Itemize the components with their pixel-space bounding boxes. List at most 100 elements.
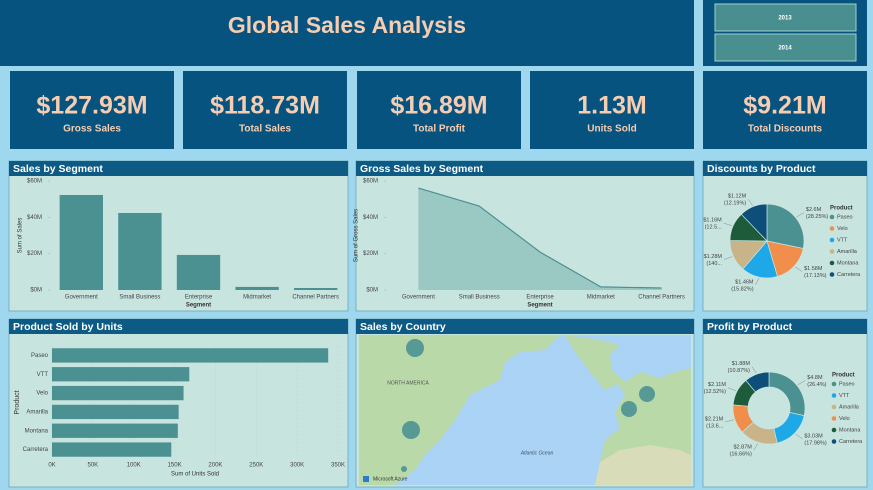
slicer-button[interactable] bbox=[714, 3, 857, 32]
data-label: (13.6... bbox=[706, 423, 724, 429]
kpi-card bbox=[10, 71, 174, 149]
y-tick-label: Paseo bbox=[31, 353, 49, 359]
kpi-card bbox=[183, 71, 347, 149]
leader-line bbox=[795, 433, 803, 440]
leader-line bbox=[751, 366, 757, 374]
legend-swatch bbox=[829, 272, 835, 277]
leader-line bbox=[725, 419, 734, 423]
panel-header bbox=[703, 319, 867, 334]
y-axis-label: Sum of Gross Sales bbox=[354, 209, 360, 262]
leader-line bbox=[723, 256, 733, 260]
panel bbox=[702, 318, 868, 488]
x-tick-label: Government bbox=[65, 295, 98, 301]
map-attribution: Microsoft Azure bbox=[373, 476, 408, 482]
y-tick-label: VTT bbox=[37, 372, 49, 378]
map-bubble bbox=[621, 401, 637, 417]
x-tick-label: Enterprise bbox=[526, 295, 554, 301]
legend-swatch bbox=[831, 404, 837, 410]
bar bbox=[52, 385, 184, 401]
panel-title: Sales by Segment bbox=[13, 163, 103, 175]
x-tick-label: 0K bbox=[48, 463, 55, 469]
leader-line bbox=[723, 222, 733, 227]
x-tick-label: 150K bbox=[168, 463, 182, 469]
land bbox=[359, 335, 560, 485]
legend-label: Paseo bbox=[839, 381, 855, 387]
data-label: $2.6M bbox=[806, 207, 822, 213]
data-label: $1.88M bbox=[732, 361, 751, 367]
bar bbox=[52, 367, 190, 382]
leader-line bbox=[755, 278, 760, 286]
map-label: Atlantic Ocean bbox=[520, 450, 554, 456]
data-label: (26.4%) bbox=[807, 382, 826, 388]
data-label: (140... bbox=[706, 261, 722, 267]
y-tick-label: Carretera bbox=[23, 447, 49, 453]
x-tick-label: 50K bbox=[88, 463, 99, 469]
legend-label: VTT bbox=[839, 393, 850, 399]
data-label: (12.52%) bbox=[704, 389, 726, 395]
panel bbox=[8, 318, 349, 488]
slicer-label: 2014 bbox=[778, 46, 792, 52]
data-label: $1.16M bbox=[703, 218, 722, 224]
kpi-label: Gross Sales bbox=[63, 124, 121, 135]
kpi-value: 1.13M bbox=[577, 92, 646, 120]
data-label: $1.46M bbox=[735, 279, 754, 285]
legend-swatch bbox=[829, 214, 835, 220]
leader-line bbox=[794, 266, 803, 272]
legend-swatch bbox=[829, 226, 835, 231]
x-tick-label: 200K bbox=[208, 463, 222, 469]
legend-label: VTT bbox=[837, 237, 848, 243]
data-label: (10.87%) bbox=[728, 368, 750, 374]
legend-label: Carretera bbox=[837, 272, 861, 278]
x-tick-label: 100K bbox=[127, 463, 141, 469]
panel-header bbox=[356, 319, 694, 334]
kpi-label: Total Sales bbox=[239, 124, 291, 135]
map-bubble bbox=[406, 339, 424, 357]
bar bbox=[52, 423, 178, 438]
kpi-label: Total Profit bbox=[413, 124, 466, 135]
map-bubble bbox=[402, 421, 420, 439]
data-label: (17.13%) bbox=[804, 273, 826, 279]
slice bbox=[745, 371, 770, 393]
panel-header bbox=[9, 319, 348, 334]
panel-title: Discounts by Product bbox=[707, 163, 816, 175]
legend-label: Montana bbox=[837, 260, 859, 266]
panel-header bbox=[9, 161, 348, 176]
data-label: $1.28M bbox=[704, 254, 723, 260]
legend-swatch bbox=[829, 237, 835, 243]
data-label: (28.25%) bbox=[806, 214, 828, 220]
header bbox=[0, 0, 694, 66]
y-tick-label: $60M bbox=[363, 179, 378, 185]
leader-line bbox=[727, 387, 737, 392]
bar bbox=[59, 194, 103, 290]
legend-label: Amarilla bbox=[837, 249, 858, 255]
bar bbox=[118, 212, 162, 290]
data-label: (17.98%) bbox=[804, 440, 826, 446]
data-label: (12.19%) bbox=[724, 201, 746, 207]
slice bbox=[766, 203, 805, 249]
slice bbox=[740, 203, 768, 242]
legend-label: Montana bbox=[839, 427, 861, 433]
y-tick-label: $20M bbox=[27, 251, 42, 257]
bar bbox=[235, 286, 279, 290]
y-tick-label: $60M bbox=[27, 179, 42, 185]
x-axis-label: Sum of Units Sold bbox=[171, 472, 219, 478]
map-label: NORTH AMERICA bbox=[387, 380, 429, 386]
data-label: $2.21M bbox=[705, 416, 724, 422]
legend-swatch bbox=[831, 381, 837, 387]
legend-label: Amarilla bbox=[839, 404, 860, 410]
x-tick-label: 250K bbox=[249, 463, 263, 469]
leader-line bbox=[796, 212, 805, 218]
slicer-button[interactable] bbox=[714, 33, 857, 62]
map-bubble bbox=[401, 466, 407, 472]
kpi-label: Total Discounts bbox=[748, 124, 823, 135]
x-axis-label: Segment bbox=[527, 303, 552, 309]
y-tick-label: Amarilla bbox=[26, 409, 48, 415]
panel-title: Sales by Country bbox=[360, 321, 446, 333]
bar bbox=[52, 442, 172, 457]
x-tick-label: 300K bbox=[290, 463, 304, 469]
y-axis-label: Sum of Sales bbox=[18, 218, 24, 254]
legend-swatch bbox=[831, 427, 837, 433]
line bbox=[418, 187, 662, 289]
kpi-card bbox=[530, 71, 694, 149]
